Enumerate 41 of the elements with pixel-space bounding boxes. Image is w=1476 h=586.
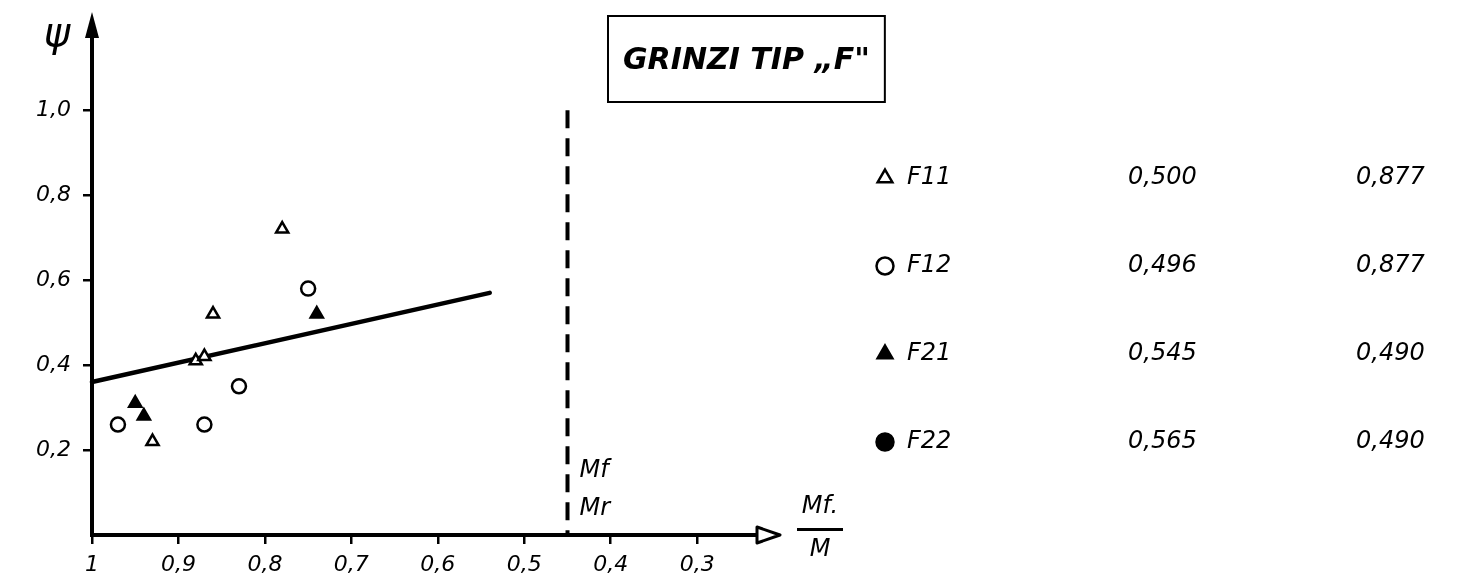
point [230,378,248,395]
legend-label: F21 [907,338,952,367]
x-tick-label: 0,9 [160,550,196,576]
text: 0,500 [1128,162,1197,191]
x-tick-label: 0,5 [506,550,542,576]
text: 0,545 [1128,338,1197,367]
y-tick-label: 0,4 [36,350,71,376]
legend-label: F12 [907,250,952,279]
text: 0,496 [1128,250,1197,279]
y-axis-title: ψ [43,9,72,56]
text: 0,877 [1356,250,1426,279]
text: 0,565 [1128,426,1197,455]
y-tick-label: 0,8 [36,180,71,206]
x-axis-title: Mf. M [801,491,839,563]
ref-line-label: Mf Mr [579,455,613,522]
text: 0,877 [1356,162,1426,191]
text: 0,490 [1356,426,1425,455]
x-tick-label: 1 [85,550,99,576]
legend-label: F22 [907,426,952,455]
y-tick-label: 0,2 [36,435,71,461]
x-tick-label: 0,6 [420,550,456,576]
legend-label: F11 [907,162,952,191]
x-tick-label: 0,3 [679,550,715,576]
point [299,280,317,297]
text: 0,490 [1356,338,1425,367]
point [136,407,152,421]
point [196,416,213,433]
x-tick-label: 0,4 [593,550,629,576]
y-tick-label: 0,6 [36,265,71,291]
point [188,352,204,366]
point [109,416,127,433]
x-tick-label: 0,8 [247,550,283,576]
point [309,305,325,319]
point [145,433,160,447]
point [205,305,221,319]
text: GRINZI TIP „F" [623,40,870,76]
point [127,395,143,409]
point [274,220,290,234]
point [197,348,212,362]
y-tick-label: 1,0 [36,95,71,121]
x-tick-label: 0,7 [333,550,369,576]
